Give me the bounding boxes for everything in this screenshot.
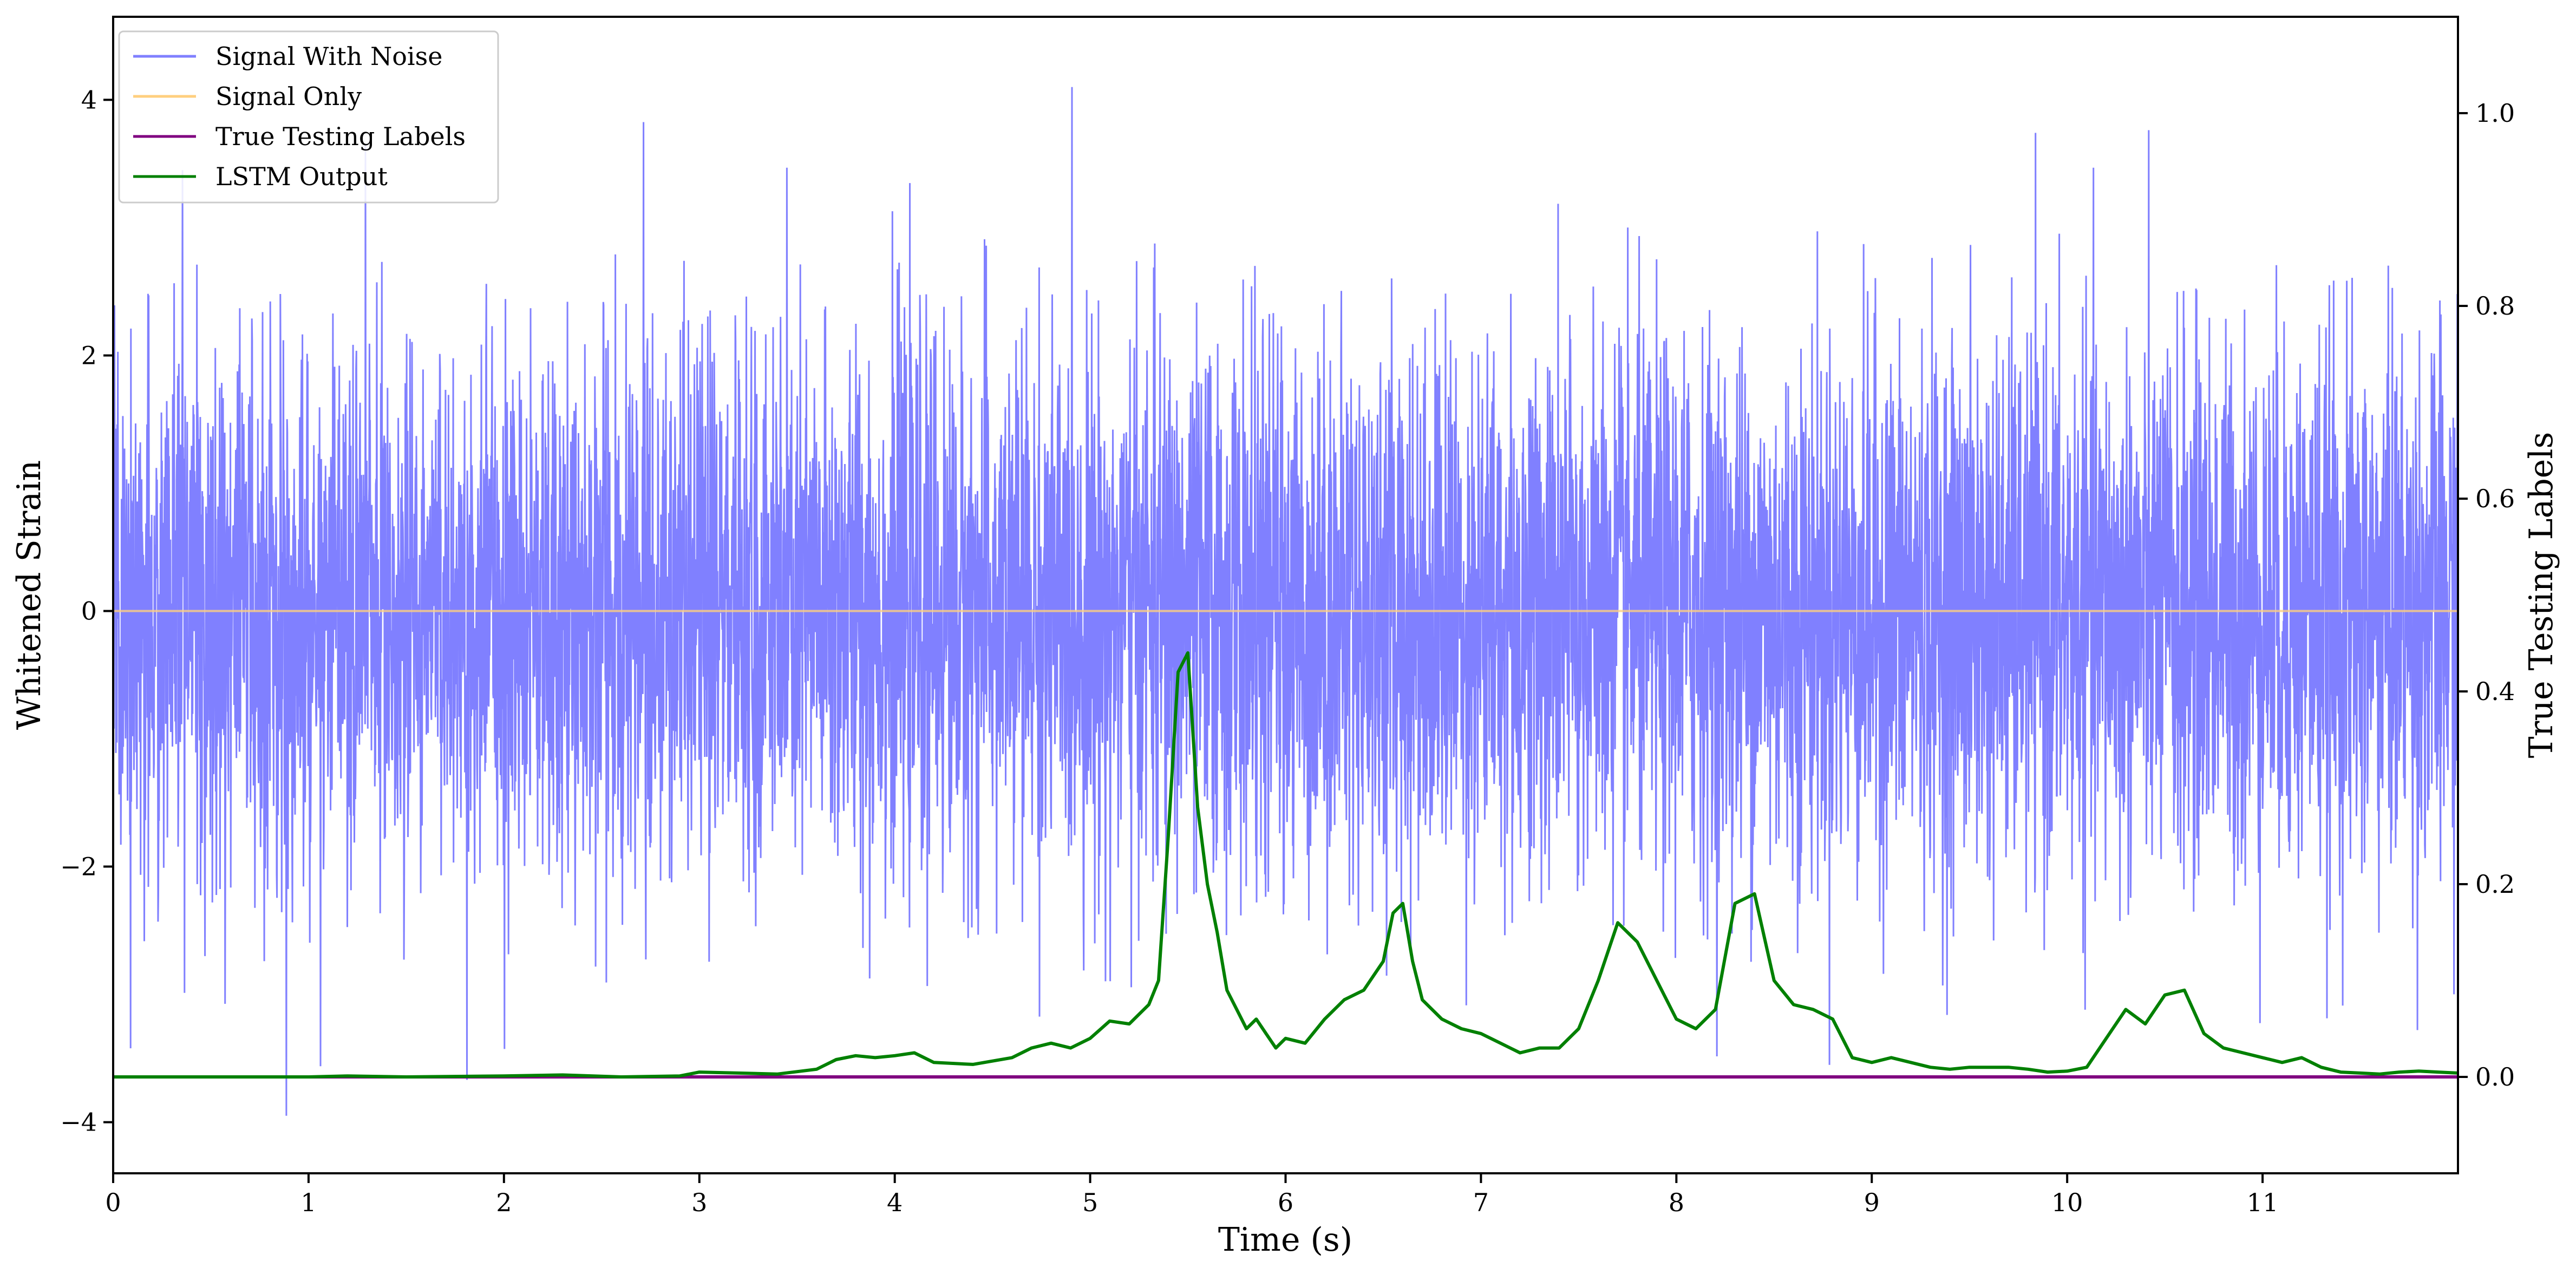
x-tick-label: 1 xyxy=(300,1188,316,1217)
x-axis: 0 1 2 3 4 5 6 7 8 9 10 11 xyxy=(105,1173,2278,1217)
x-tick-label: 2 xyxy=(496,1188,512,1217)
y-left-tick-label: −4 xyxy=(60,1108,97,1137)
legend-label-signal-only: Signal Only xyxy=(215,82,362,111)
x-tick-label: 8 xyxy=(1669,1188,1684,1217)
legend-label-lstm-output: LSTM Output xyxy=(215,162,388,191)
x-tick-label: 11 xyxy=(2247,1188,2279,1217)
x-tick-label: 9 xyxy=(1864,1188,1880,1217)
legend: Signal With Noise Signal Only True Testi… xyxy=(118,30,499,204)
x-tick-label: 3 xyxy=(691,1188,707,1217)
y-axis-left: −4 −2 0 2 4 xyxy=(60,85,113,1137)
y-axis-right: 0.0 0.2 0.4 0.6 0.8 1.0 xyxy=(2458,99,2515,1092)
y-axis-right-title: True Testing Labels xyxy=(2522,432,2560,759)
y-right-tick-label: 0.8 xyxy=(2475,291,2515,321)
y-right-tick-label: 0.2 xyxy=(2475,870,2515,899)
legend-box xyxy=(118,30,499,204)
series-lstm-output xyxy=(113,651,2458,1079)
series-signal-with-noise xyxy=(113,87,2458,1116)
x-axis-title: Time (s) xyxy=(1218,1221,1352,1259)
x-tick-label: 5 xyxy=(1082,1188,1098,1217)
plot-area xyxy=(113,87,2458,1116)
y-left-tick-label: 4 xyxy=(81,85,97,114)
y-right-tick-label: 0.6 xyxy=(2475,484,2515,513)
y-right-tick-label: 0.0 xyxy=(2475,1062,2515,1092)
y-right-tick-label: 0.4 xyxy=(2475,677,2515,706)
y-left-tick-label: −2 xyxy=(60,852,97,881)
y-axis-left-title: Whitened Strain xyxy=(10,460,48,730)
x-tick-label: 0 xyxy=(105,1188,121,1217)
x-tick-label: 6 xyxy=(1278,1188,1293,1217)
x-tick-label: 4 xyxy=(887,1188,903,1217)
legend-label-signal-with-noise: Signal With Noise xyxy=(215,42,442,71)
y-left-tick-label: 0 xyxy=(81,597,97,626)
x-tick-label: 7 xyxy=(1473,1188,1489,1217)
x-tick-label: 10 xyxy=(2051,1188,2083,1217)
y-right-tick-label: 1.0 xyxy=(2475,99,2515,128)
y-left-tick-label: 2 xyxy=(81,341,97,370)
legend-label-true-testing-labels: True Testing Labels xyxy=(215,122,466,151)
